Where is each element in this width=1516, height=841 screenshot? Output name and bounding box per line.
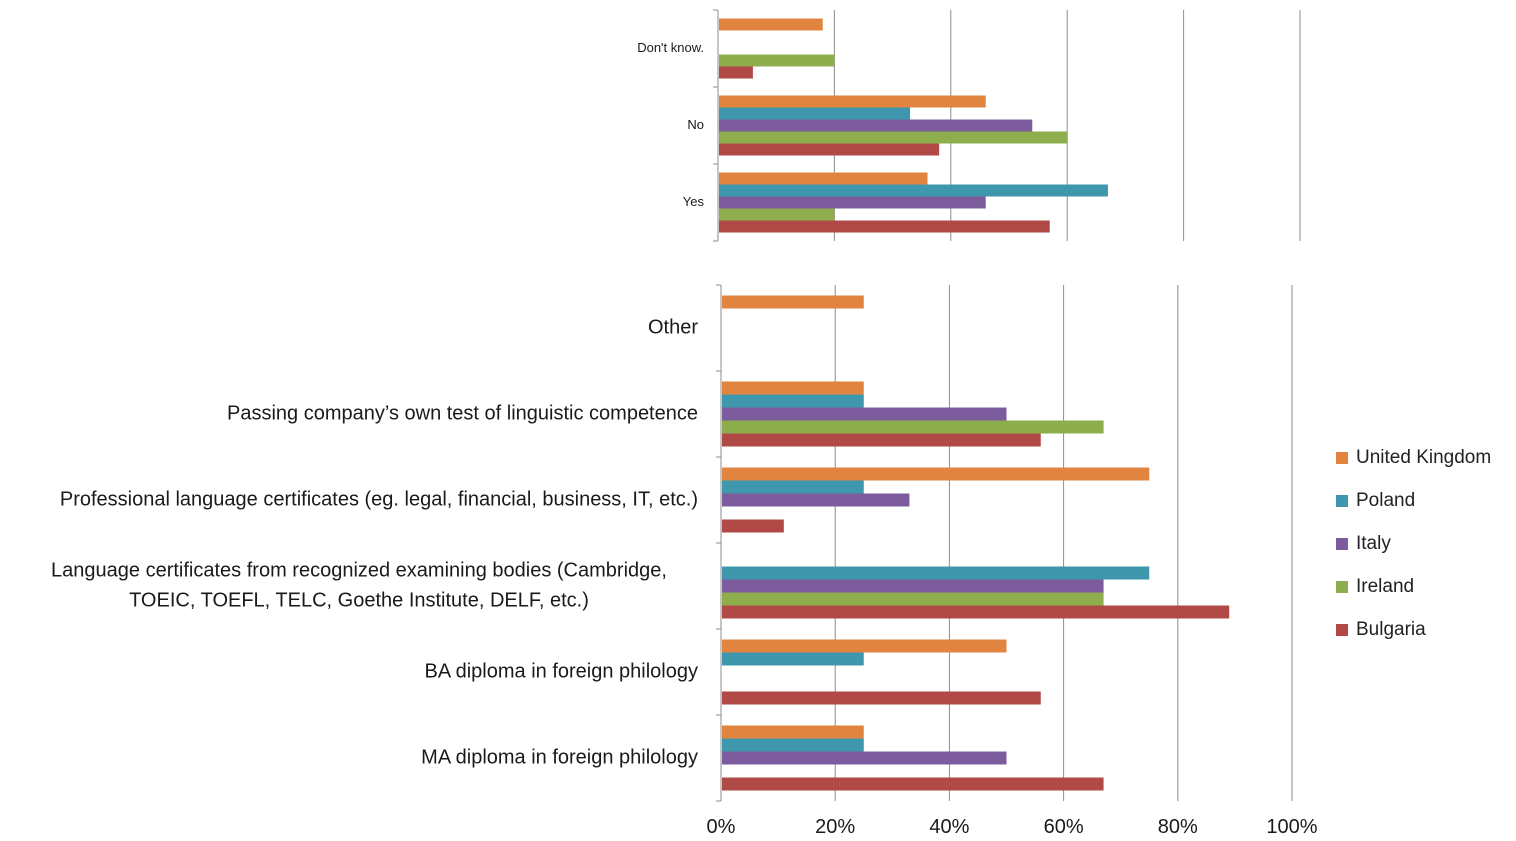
bar-italy-yes bbox=[719, 196, 986, 209]
legend-swatch bbox=[1336, 623, 1348, 636]
bar-united-kingdom-ba-diploma-in-foreign-philolog bbox=[722, 639, 1007, 653]
legend-item-bulgaria: Bulgaria bbox=[1336, 608, 1491, 651]
legend-label: Italy bbox=[1356, 532, 1391, 554]
legend-label: Ireland bbox=[1356, 575, 1415, 597]
bar-italy-professional-language-certific bbox=[722, 493, 910, 507]
bar-ireland-yes bbox=[719, 208, 835, 221]
bar-bulgaria-ma-diploma-in-foreign-philolog bbox=[722, 777, 1104, 791]
category-label: Professional language certificates (eg. … bbox=[60, 488, 698, 510]
legend-swatch bbox=[1336, 580, 1348, 593]
bar-poland-yes bbox=[719, 184, 1108, 197]
bar-bulgaria-ba-diploma-in-foreign-philolog bbox=[722, 691, 1041, 705]
bar-italy-ma-diploma-in-foreign-philolog bbox=[722, 751, 1007, 765]
bar-united-kingdom-yes bbox=[719, 172, 928, 185]
bar-ireland-no bbox=[719, 131, 1068, 144]
bar-italy-passing-company-s-own-test-of- bbox=[722, 407, 1007, 421]
bar-poland-language-certificates-from-rec bbox=[722, 566, 1150, 580]
bar-poland-ma-diploma-in-foreign-philolog bbox=[722, 738, 864, 752]
bar-united-kingdom-don-t-know bbox=[719, 18, 823, 31]
bar-bulgaria-language-certificates-from-rec bbox=[722, 605, 1230, 619]
category-label: Passing company’s own test of linguistic… bbox=[227, 402, 698, 424]
legend-label: Poland bbox=[1356, 489, 1416, 511]
category-label: MA diploma in foreign philology bbox=[421, 746, 698, 768]
bar-united-kingdom-no bbox=[719, 95, 986, 108]
bar-poland-ba-diploma-in-foreign-philolog bbox=[722, 652, 864, 666]
category-label: TOEIC, TOEFL, TELC, Goethe Institute, DE… bbox=[129, 589, 589, 611]
bar-bulgaria-professional-language-certific bbox=[722, 519, 784, 533]
category-label: Other bbox=[648, 316, 698, 338]
legend-swatch bbox=[1336, 451, 1348, 464]
bar-ireland-don-t-know bbox=[719, 54, 835, 67]
legend-item-united-kingdom: United Kingdom bbox=[1336, 436, 1491, 479]
legend-item-poland: Poland bbox=[1336, 479, 1491, 522]
x-tick-label: 40% bbox=[929, 816, 969, 838]
category-label: BA diploma in foreign philology bbox=[424, 660, 698, 682]
x-tick-label: 80% bbox=[1158, 816, 1198, 838]
bar-poland-professional-language-certific bbox=[722, 480, 864, 494]
category-label: Language certificates from recognized ex… bbox=[51, 559, 667, 581]
x-tick-label: 0% bbox=[707, 816, 736, 838]
bar-ireland-passing-company-s-own-test-of- bbox=[722, 420, 1104, 434]
x-tick-label: 100% bbox=[1266, 816, 1317, 838]
bar-united-kingdom-passing-company-s-own-test-of- bbox=[722, 381, 864, 395]
bar-united-kingdom-other bbox=[722, 295, 864, 309]
category-label: No bbox=[687, 117, 704, 132]
category-label: Don't know. bbox=[637, 40, 704, 55]
x-tick-label: 60% bbox=[1044, 816, 1084, 838]
legend-item-italy: Italy bbox=[1336, 522, 1491, 565]
category-label: Yes bbox=[683, 194, 705, 209]
bar-bulgaria-passing-company-s-own-test-of- bbox=[722, 433, 1041, 447]
legend-swatch bbox=[1336, 494, 1348, 507]
bar-bulgaria-no bbox=[719, 143, 940, 156]
bar-ireland-language-certificates-from-rec bbox=[722, 592, 1104, 606]
bar-united-kingdom-professional-language-certific bbox=[722, 467, 1150, 481]
legend: United Kingdom Poland Italy Ireland Bulgaria bbox=[1336, 436, 1491, 651]
legend-label: United Kingdom bbox=[1356, 446, 1492, 468]
bar-bulgaria-don-t-know bbox=[719, 66, 753, 79]
bar-poland-no bbox=[719, 107, 911, 120]
bar-italy-no bbox=[719, 119, 1033, 132]
legend-swatch bbox=[1336, 537, 1348, 550]
legend-label: Bulgaria bbox=[1356, 618, 1426, 640]
legend-item-ireland: Ireland bbox=[1336, 565, 1491, 608]
bar-poland-passing-company-s-own-test-of- bbox=[722, 394, 864, 408]
x-tick-label: 20% bbox=[815, 816, 855, 838]
bar-italy-language-certificates-from-rec bbox=[722, 579, 1104, 593]
bar-united-kingdom-ma-diploma-in-foreign-philolog bbox=[722, 725, 864, 739]
bar-bulgaria-yes bbox=[719, 220, 1050, 233]
